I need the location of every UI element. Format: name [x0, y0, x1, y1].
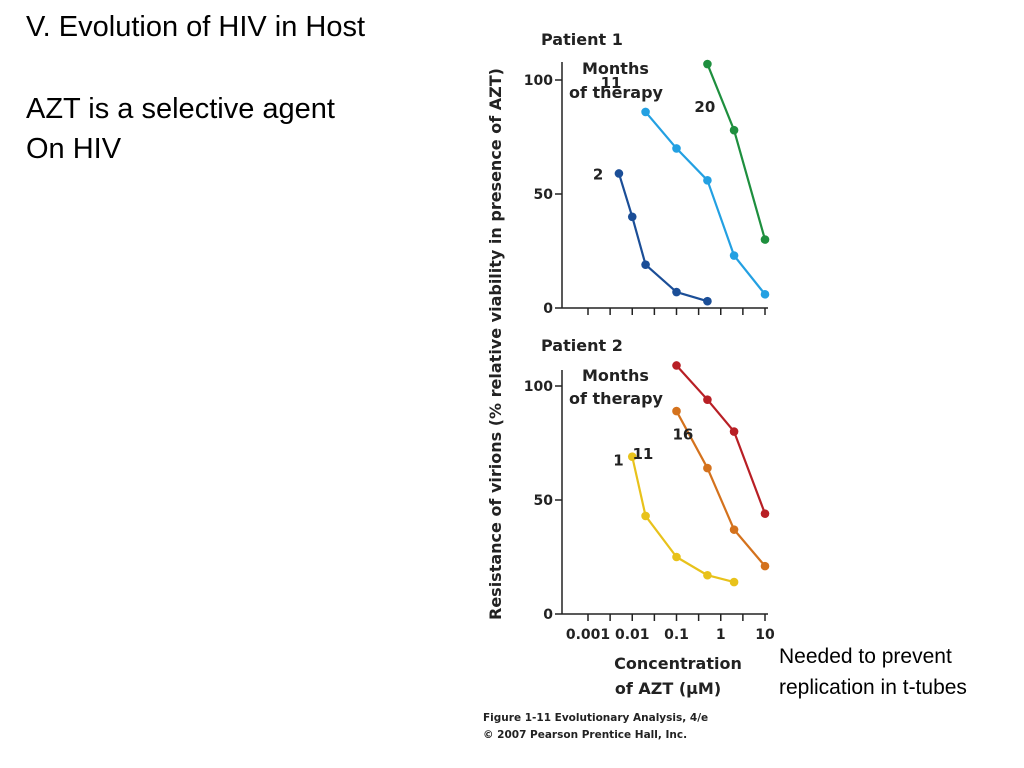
panel-1-y-tick-label: 0 — [543, 301, 553, 317]
panel-1-y-tick-label: 100 — [524, 73, 553, 89]
panel-1-series-20-label: 20 — [694, 98, 715, 116]
annotation-note-line2: replication in t-tubes — [779, 676, 967, 699]
figure-copyright: © 2007 Pearson Prentice Hall, Inc. — [483, 729, 687, 741]
annotation-note-line1: Needed to prevent — [779, 645, 952, 668]
panel-1-series-11-label: 11 — [601, 74, 622, 92]
slide-bullet-selective-agent: AZT is a selective agent — [26, 93, 335, 125]
panel-1-legend-title-line1: Months — [582, 59, 649, 78]
panel-2-series-16-point — [729, 427, 739, 436]
panel-1-series-2-label: 2 — [593, 165, 603, 183]
panel-2-series-11-point — [729, 525, 739, 534]
panel-2-series-16-point — [703, 395, 712, 404]
panel-2-series-1-point — [729, 577, 739, 587]
panel-2-legend-title-line2: of therapy — [569, 389, 664, 408]
panel-1-series-2-line — [617, 173, 708, 303]
panel-2-series-1-point — [641, 511, 650, 521]
x-tick-label: 10 — [755, 627, 775, 643]
panel-1-series-2-point — [627, 212, 637, 222]
panel-1-series-11-point — [703, 176, 712, 185]
panel-1-y-tick-label: 50 — [534, 187, 554, 203]
panel-2-series-1-point — [703, 570, 712, 580]
x-tick-label: 0.001 — [566, 627, 610, 643]
slide-title: V. Evolution of HIV in Host — [26, 11, 366, 43]
panel-2-series-16-label: 16 — [673, 425, 694, 443]
panel-1-title: Patient 1 — [541, 30, 623, 49]
panel-2-series-11-point — [760, 561, 770, 571]
panel-1-series-20-line — [706, 63, 767, 240]
panel-2-series-11-line — [675, 410, 766, 567]
annotation-note: Needed to prevent replication in t-tubes — [779, 641, 967, 703]
panel-1-series-20-point — [703, 59, 712, 69]
x-tick-label: 1 — [716, 627, 726, 643]
panel-1-series-11-point — [672, 144, 681, 153]
panel-1-series-11-point — [729, 251, 739, 260]
panel-2-series-11-point — [672, 406, 681, 416]
panel-1-series-2-point — [614, 169, 624, 178]
panel-2-series-16-line — [675, 364, 767, 515]
panel-1-series-11-line — [644, 111, 766, 296]
panel-1-series-2-point — [672, 287, 681, 297]
x-tick-label: 0.1 — [664, 627, 689, 643]
panel-2-series-1-point — [672, 552, 681, 562]
panel-2-y-tick-label: 100 — [524, 379, 553, 395]
panel-1-series-20-point — [760, 235, 770, 244]
panel-2-series-11-point — [703, 463, 712, 473]
panel-1-series-20-point — [729, 125, 739, 135]
panel-2-series-1-label: 1 — [613, 452, 623, 470]
panel-2-y-tick-label: 50 — [534, 493, 554, 509]
panel-2-y-tick-label: 0 — [543, 607, 553, 623]
panel-1-series-11-point — [760, 290, 770, 299]
slide-bullet-on-hiv: On HIV — [26, 133, 122, 165]
x-axis-title-line2: of AZT (μM) — [615, 679, 721, 698]
panel-2-series-16-point — [672, 361, 681, 370]
panel-2-title: Patient 2 — [541, 336, 623, 355]
panel-1-series-2-point — [641, 260, 650, 269]
panel-1-legend-title-line2: of therapy — [569, 83, 664, 102]
panel-1-series-11-point — [641, 107, 650, 117]
panel-1-series-2-point — [703, 296, 712, 306]
panel-2-series-11-label: 11 — [633, 445, 654, 463]
panel-2-series-16-point — [760, 509, 770, 518]
panel-2-legend-title-line1: Months — [582, 366, 649, 385]
figure-caption: Figure 1-11 Evolutionary Analysis, 4/e — [483, 712, 708, 724]
x-axis-title-line1: Concentration — [614, 654, 742, 673]
x-tick-label: 0.01 — [615, 627, 650, 643]
y-axis-title: Resistance of virions (% relative viabil… — [486, 68, 505, 620]
panel-2-series-1-point — [627, 452, 637, 461]
